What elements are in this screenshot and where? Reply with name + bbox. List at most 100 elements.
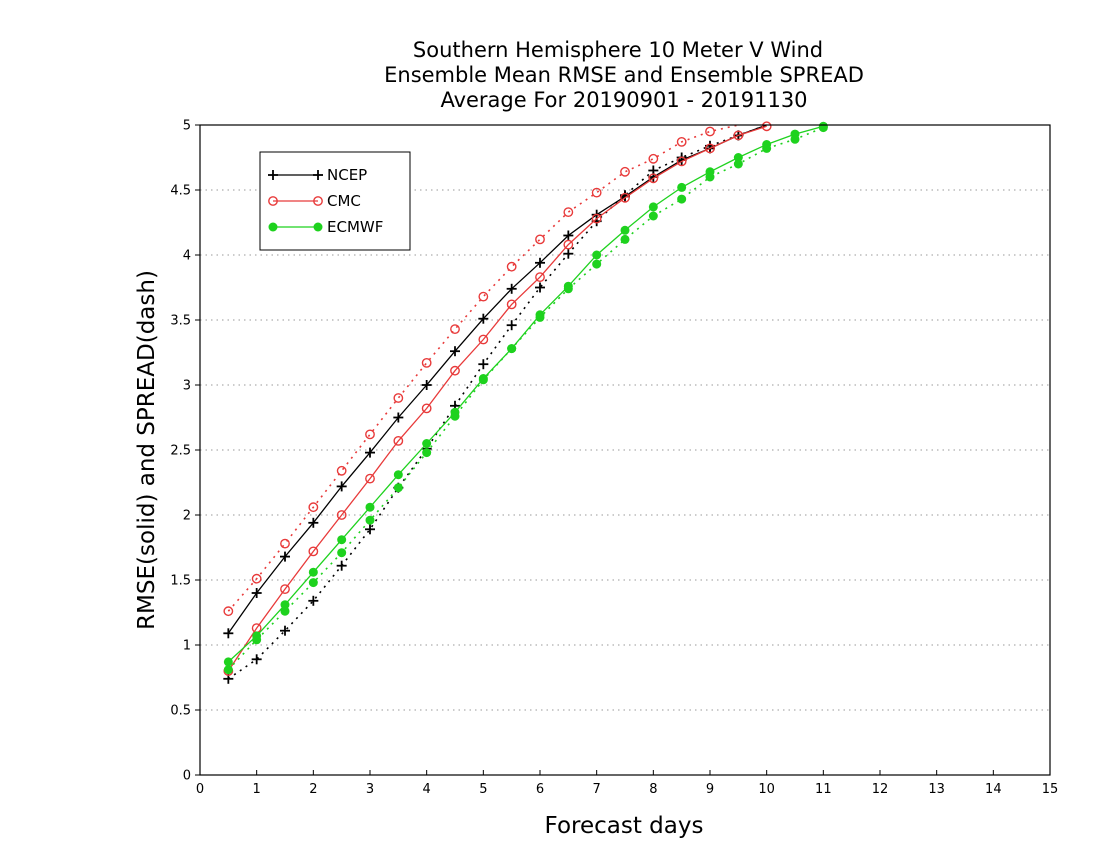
x-tick-label: 14 <box>985 782 1002 797</box>
cmc-spread-point <box>563 207 574 218</box>
ncep-rmse-point <box>280 551 290 562</box>
ncep-rmse-point <box>535 257 545 268</box>
ncep-rmse-point <box>563 230 574 241</box>
cmc-rmse-point <box>535 272 545 282</box>
x-tick-label: 9 <box>706 782 714 797</box>
y-tick-label: 4.5 <box>170 184 191 199</box>
x-tick-label: 15 <box>1042 782 1059 797</box>
x-tick-label: 2 <box>309 782 317 797</box>
ncep-rmse-point <box>223 628 234 639</box>
legend-ncep-marker <box>313 170 323 180</box>
cmc-spread-point <box>591 187 602 198</box>
ecmwf-spread-point <box>733 159 743 169</box>
cmc-rmse-point <box>506 299 517 310</box>
ncep-rmse-point <box>506 283 517 294</box>
ecmwf-spread-point <box>620 234 630 244</box>
ecmwf-spread-point <box>648 211 658 221</box>
ecmwf-rmse-point <box>223 657 233 667</box>
ecmwf-rmse-point <box>337 535 347 545</box>
ecmwf-rmse-point <box>365 502 375 512</box>
cmc-spread-point <box>251 573 262 584</box>
ecmwf-spread-point <box>393 483 403 493</box>
ncep-spread-point <box>336 560 347 571</box>
x-tick-label: 8 <box>649 782 657 797</box>
series-layer <box>223 121 828 684</box>
ncep-rmse-point <box>478 313 489 324</box>
cmc-rmse-point <box>478 334 489 345</box>
y-tick-label: 2 <box>183 509 191 524</box>
cmc-spread-point <box>705 126 715 137</box>
cmc-rmse-point <box>450 365 460 376</box>
cmc-rmse-point <box>648 173 659 184</box>
cmc-spread-point <box>450 324 460 334</box>
cmc-rmse-point <box>705 143 715 154</box>
legend-cmc-label: CMC <box>327 192 361 210</box>
x-tick-label: 4 <box>423 782 431 797</box>
y-tick-label: 0.5 <box>170 704 191 719</box>
cmc-rmse-point <box>365 473 375 484</box>
ecmwf-spread-point <box>677 194 687 204</box>
cmc-spread-line <box>227 124 739 612</box>
cmc-spread-point <box>223 606 234 617</box>
ecmwf-spread-point <box>535 312 545 322</box>
title-line-3: Average For 20190901 - 20191130 <box>440 88 807 112</box>
cmc-rmse-point <box>733 130 744 141</box>
y-tick-label: 3.5 <box>170 314 191 329</box>
ecmwf-spread-point <box>790 134 800 144</box>
y-tick-label: 4 <box>183 249 191 264</box>
ncep-rmse-line <box>227 124 767 634</box>
ncep-spread-point <box>506 320 517 331</box>
ecmwf-spread-line <box>227 126 824 671</box>
ncep-spread-point <box>251 654 262 665</box>
ecmwf-spread-point <box>422 448 432 458</box>
legend: NCEP CMC ECMWF <box>259 151 411 251</box>
chart-title: Southern Hemisphere 10 Meter V Wind Ense… <box>384 38 864 112</box>
x-tick-label: 12 <box>872 782 889 797</box>
cmc-spread-point <box>393 393 404 403</box>
y-axis-label: RMSE(solid) and SPREAD(dash) <box>134 270 160 630</box>
y-axis-ticks: 0 0.5 1 1.5 2 2.5 3 3.5 4 4.5 5 <box>170 119 200 784</box>
ecmwf-rmse-point <box>393 470 403 480</box>
ncep-rmse-point <box>393 412 404 423</box>
cmc-spread-point <box>676 136 687 147</box>
cmc-spread-point <box>535 234 545 245</box>
y-tick-label: 5 <box>183 119 191 134</box>
x-tick-label: 5 <box>479 782 487 797</box>
y-tick-label: 2.5 <box>170 444 191 459</box>
ecmwf-spread-point <box>507 344 517 354</box>
ecmwf-spread-point <box>308 578 318 588</box>
ecmwf-rmse-point <box>280 600 290 610</box>
ecmwf-rmse-point <box>620 225 630 235</box>
cmc-spread-point <box>421 357 432 368</box>
ecmwf-spread-point <box>592 259 602 269</box>
x-tick-label: 10 <box>758 782 775 797</box>
x-tick-label: 6 <box>536 782 544 797</box>
cmc-spread-point <box>478 291 489 302</box>
x-tick-label: 3 <box>366 782 374 797</box>
cmc-spread-point <box>308 502 319 513</box>
ecmwf-rmse-point <box>308 567 318 577</box>
ecmwf-rmse-point <box>733 153 743 162</box>
ecmwf-spread-point <box>365 515 375 525</box>
cmc-rmse-line <box>227 125 767 672</box>
ecmwf-spread-point <box>280 606 290 616</box>
ecmwf-rmse-point <box>422 439 432 448</box>
ecmwf-spread-point <box>252 635 262 645</box>
x-tick-label: 7 <box>593 782 601 797</box>
cmc-rmse-point <box>421 403 432 414</box>
cmc-rmse-point <box>308 546 319 557</box>
legend-cmc-marker <box>313 196 323 206</box>
cmc-spread-point <box>280 538 290 549</box>
title-line-1: Southern Hemisphere 10 Meter V Wind <box>413 38 823 62</box>
legend-cmc-marker <box>268 196 278 206</box>
ncep-rmse-point <box>421 380 432 390</box>
ecmwf-spread-point <box>705 172 715 182</box>
y-tick-label: 1.5 <box>170 574 191 589</box>
ecmwf-spread-point <box>337 548 347 558</box>
x-tick-label: 0 <box>196 782 204 797</box>
y-tick-label: 1 <box>183 639 191 654</box>
title-line-2: Ensemble Mean RMSE and Ensemble SPREAD <box>384 63 864 87</box>
ncep-rmse-point <box>450 346 460 357</box>
x-tick-label: 11 <box>815 782 832 797</box>
